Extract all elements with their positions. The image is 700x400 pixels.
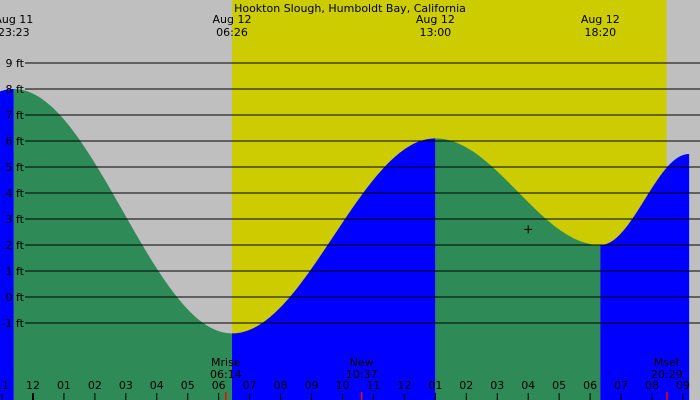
- hour-tick-label: 06: [583, 379, 597, 392]
- event-time-label: 06:14: [210, 368, 242, 381]
- y-tick-label: -1 ft: [2, 317, 25, 330]
- current-time-marker: [524, 225, 533, 234]
- extreme-time-label: 13:00: [419, 26, 451, 39]
- extreme-time-label: 18:20: [584, 26, 616, 39]
- event-time-label: 20:29: [651, 368, 683, 381]
- rising-tide-area: [600, 154, 690, 400]
- event-label: New: [350, 356, 374, 369]
- hour-tick-label: 11: [366, 379, 380, 392]
- y-tick-label: 8 ft: [6, 83, 25, 96]
- hour-tick-label: 02: [88, 379, 102, 392]
- y-tick-label: 2 ft: [6, 239, 25, 252]
- hour-tick-label: 07: [243, 379, 257, 392]
- y-tick-label: 1 ft: [6, 265, 25, 278]
- hour-tick-label: 03: [119, 379, 133, 392]
- falling-tide-area: [435, 138, 601, 400]
- y-tick-label: 4 ft: [6, 187, 25, 200]
- extreme-time-label: 06:26: [216, 26, 248, 39]
- y-tick-label: 7 ft: [6, 109, 25, 122]
- y-tick-label: 0 ft: [6, 291, 25, 304]
- height-gridlines: [25, 62, 700, 324]
- hour-axis: 11 12 01 02 03 04 05 06 07 08 09 10 11 12 01 02 03 04 05 06…: [0, 379, 690, 400]
- hour-tick-label: 08: [274, 379, 288, 392]
- rising-tide-area: [232, 138, 436, 400]
- y-tick-label: 5 ft: [6, 161, 25, 174]
- y-axis-labels: 9 ft 8 ft 7 ft 6 ft 5 ft 4 ft 3 ft 2 ft 1 ft 0 ft…: [2, 57, 25, 330]
- extreme-date-label: Aug 12: [581, 13, 620, 26]
- hour-tick-label: 09: [305, 379, 319, 392]
- hour-tick-label: 08: [645, 379, 659, 392]
- hour-tick-label: 01: [57, 379, 71, 392]
- chart-title: Hookton Slough, Humboldt Bay, California: [234, 2, 466, 15]
- extreme-date-label: Aug 12: [213, 13, 252, 26]
- hour-tick-label: 11: [0, 379, 9, 392]
- hour-tick-label: 06: [212, 379, 226, 392]
- y-tick-label: 9 ft: [6, 57, 25, 70]
- current-marker: [524, 225, 533, 234]
- hour-tick-label: 07: [614, 379, 628, 392]
- y-tick-label: 3 ft: [6, 213, 25, 226]
- event-time-label: 10:37: [346, 368, 378, 381]
- extreme-date-label: Aug 12: [416, 13, 455, 26]
- hour-tick-label: 10: [336, 379, 350, 392]
- rising-tide-area: [0, 89, 14, 400]
- extreme-time-label: 23:23: [0, 26, 30, 39]
- hour-tick-label: 04: [521, 379, 535, 392]
- y-tick-label: 6 ft: [6, 135, 25, 148]
- hour-tick-label: 01: [428, 379, 442, 392]
- hour-tick-label: 02: [459, 379, 473, 392]
- hour-tick-label: 05: [181, 379, 195, 392]
- extreme-date-label: Aug 11: [0, 13, 33, 26]
- event-label: Mset: [654, 356, 681, 369]
- hour-tick-label: 03: [490, 379, 504, 392]
- hour-tick-label: 05: [552, 379, 566, 392]
- hour-tick-label: 12: [26, 379, 40, 392]
- hour-tick-label: 09: [676, 379, 690, 392]
- event-label: Mrise: [211, 356, 241, 369]
- hour-tick-label: 12: [397, 379, 411, 392]
- hour-tick-label: 04: [150, 379, 164, 392]
